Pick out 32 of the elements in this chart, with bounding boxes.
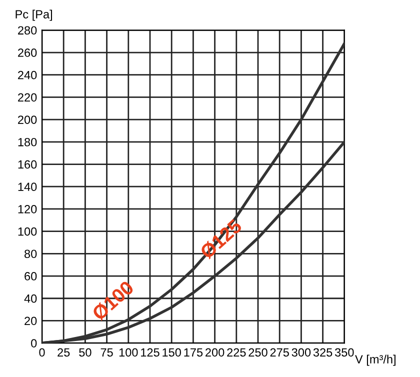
x-tick-label: 225 bbox=[227, 348, 246, 357]
y-tick-label: 280 bbox=[18, 26, 37, 35]
y-axis-title: Pc [Pa] bbox=[16, 10, 52, 21]
x-tick-label: 300 bbox=[292, 348, 311, 357]
x-tick-label: 250 bbox=[248, 348, 268, 357]
x-tick-label: 350 bbox=[335, 348, 354, 357]
y-tick-label: 240 bbox=[18, 70, 37, 80]
x-tick-label: 75 bbox=[100, 348, 113, 357]
x-tick-label: 150 bbox=[162, 348, 181, 357]
y-tick-label: 80 bbox=[24, 250, 37, 258]
y-tick-label: 260 bbox=[18, 48, 37, 57]
y-tick-label: 60 bbox=[24, 272, 37, 280]
y-tick-label: 0 bbox=[31, 339, 37, 348]
y-tick-label: 200 bbox=[18, 116, 37, 124]
x-tick-label: 325 bbox=[313, 348, 332, 357]
x-tick-label: 50 bbox=[79, 348, 92, 357]
x-tick-label: 100 bbox=[119, 348, 138, 357]
y-tick-label: 160 bbox=[18, 160, 37, 169]
x-tick-label: 175 bbox=[184, 348, 203, 357]
y-tick-label: 20 bbox=[24, 316, 37, 326]
y-tick-label: 120 bbox=[18, 205, 37, 214]
y-tick-label: 220 bbox=[18, 93, 37, 102]
x-axis-title: V [m³/h] bbox=[355, 354, 396, 366]
y-tick-label: 180 bbox=[18, 138, 37, 146]
x-tick-label: 25 bbox=[58, 348, 70, 357]
x-tick-label: 0 bbox=[39, 348, 45, 357]
y-tick-label: 100 bbox=[18, 227, 37, 236]
y-tick-label: 40 bbox=[24, 294, 37, 303]
y-tick-label: 140 bbox=[18, 182, 37, 192]
x-tick-label: 200 bbox=[206, 348, 224, 357]
x-tick-label: 125 bbox=[141, 348, 160, 357]
x-tick-label: 275 bbox=[270, 348, 289, 357]
